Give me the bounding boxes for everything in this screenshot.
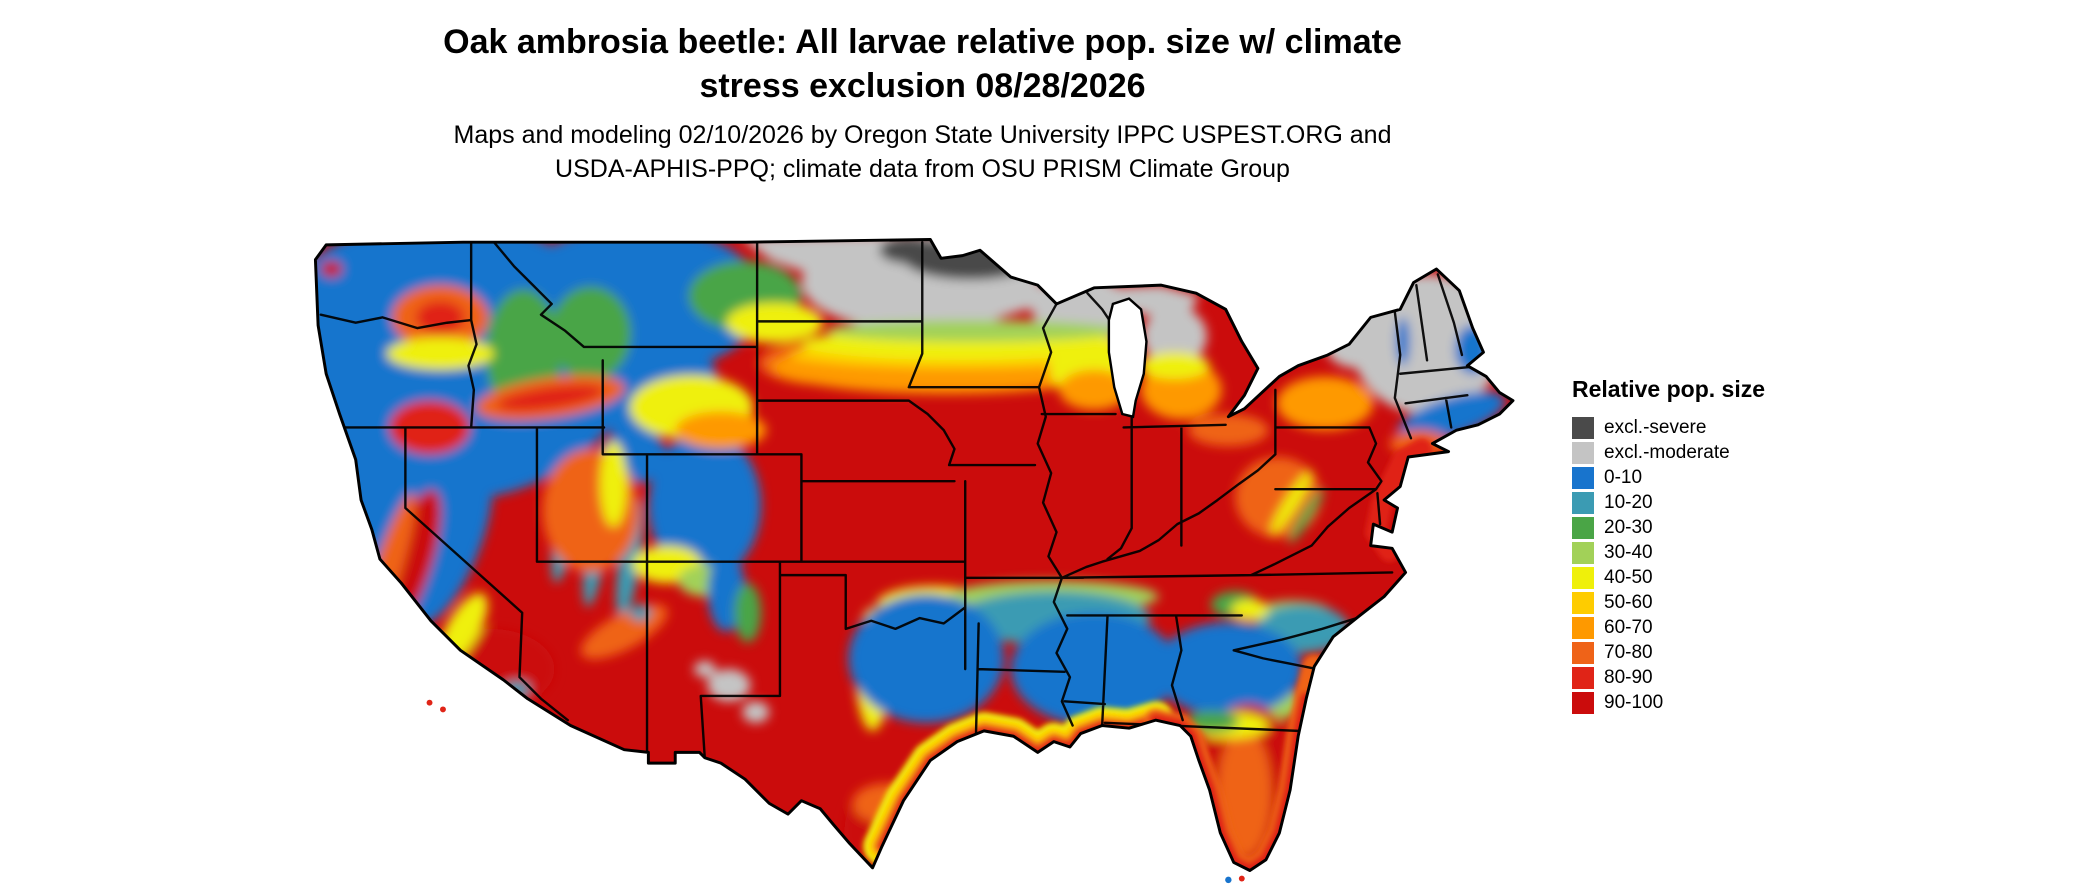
- legend-label: 60-70: [1604, 616, 1653, 638]
- channel-island-speck: [440, 706, 446, 713]
- legend-label: 80-90: [1604, 666, 1653, 688]
- legend-row: 10-20: [1572, 490, 1765, 515]
- legend-swatch-40-50: [1572, 566, 1594, 589]
- legend-label: 30-40: [1604, 541, 1653, 563]
- channel-island-speck: [426, 699, 433, 706]
- legend-label: 0-10: [1604, 466, 1643, 488]
- legend-swatch-80-90: [1572, 666, 1594, 689]
- legend-label: 40-50: [1604, 566, 1653, 588]
- legend: Relative pop. size excl.-severe excl.-mo…: [1572, 376, 1765, 715]
- us-coastline-outline: [313, 238, 1515, 872]
- legend-row: 90-100: [1572, 690, 1765, 715]
- legend-row: 60-70: [1572, 615, 1765, 640]
- page-title: Oak ambrosia beetle: All larvae relative…: [0, 20, 1845, 108]
- legend-swatch-20-30: [1572, 516, 1594, 539]
- legend-label: 70-80: [1604, 641, 1653, 663]
- legend-swatch-90-100: [1572, 691, 1594, 714]
- legend-row: 20-30: [1572, 515, 1765, 540]
- map-region-fills: [315, 239, 1513, 871]
- legend-label: excl.-severe: [1604, 416, 1707, 438]
- legend-row: 80-90: [1572, 665, 1765, 690]
- title-line-2: stress exclusion 08/28/2026: [699, 67, 1146, 105]
- florida-keys-speck: [1238, 875, 1245, 882]
- legend-swatch-excl-moderate: [1572, 441, 1594, 464]
- legend-title: Relative pop. size: [1572, 376, 1766, 402]
- state-borders: [319, 240, 1485, 759]
- legend-swatch-excl-severe: [1572, 416, 1594, 439]
- legend-swatch-70-80: [1572, 641, 1594, 664]
- legend-row: excl.-moderate: [1572, 440, 1765, 465]
- legend-swatch-10-20: [1572, 491, 1594, 514]
- legend-label: 50-60: [1604, 591, 1653, 613]
- title-line-1: Oak ambrosia beetle: All larvae relative…: [443, 23, 1402, 61]
- page-subtitle: Maps and modeling 02/10/2026 by Oregon S…: [0, 118, 1845, 186]
- legend-row: 50-60: [1572, 590, 1765, 615]
- legend-swatch-30-40: [1572, 541, 1594, 564]
- legend-label: excl.-moderate: [1604, 441, 1730, 463]
- legend-row: 30-40: [1572, 540, 1765, 565]
- subtitle-line-2: USDA-APHIS-PPQ; climate data from OSU PR…: [555, 155, 1290, 183]
- legend-row: 0-10: [1572, 465, 1765, 490]
- legend-swatch-0-10: [1572, 466, 1594, 489]
- legend-label: 90-100: [1604, 691, 1664, 713]
- legend-row: 40-50: [1572, 565, 1765, 590]
- us-map-svg: [313, 238, 1515, 884]
- legend-row: 70-80: [1572, 640, 1765, 665]
- legend-swatch-50-60: [1572, 591, 1594, 614]
- legend-swatch-60-70: [1572, 616, 1594, 639]
- legend-label: 20-30: [1604, 516, 1653, 538]
- florida-keys-speck: [1225, 876, 1232, 884]
- legend-label: 10-20: [1604, 491, 1653, 513]
- subtitle-line-1: Maps and modeling 02/10/2026 by Oregon S…: [453, 121, 1392, 149]
- legend-row: excl.-severe: [1572, 415, 1765, 440]
- us-choropleth-map: [302, 226, 1564, 884]
- lake-michigan: [1107, 297, 1148, 419]
